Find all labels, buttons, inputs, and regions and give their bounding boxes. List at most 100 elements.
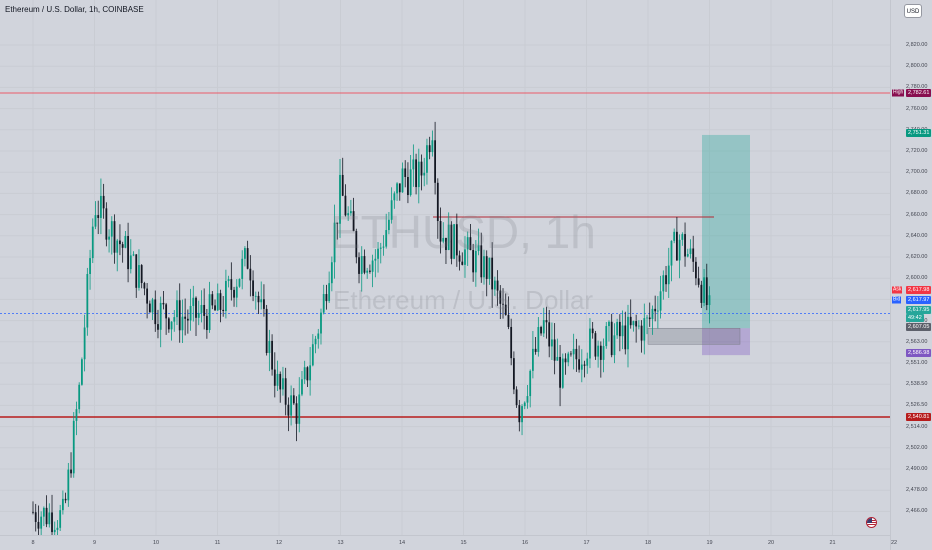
- time-tick-label: 9: [92, 540, 97, 546]
- candle-body: [542, 320, 545, 334]
- candle-body: [83, 327, 86, 360]
- candle-body: [64, 498, 67, 501]
- us-flag-icon[interactable]: [866, 517, 877, 528]
- candle-body: [200, 304, 203, 313]
- candle-body: [119, 240, 121, 245]
- candle-body: [591, 328, 594, 334]
- chart-pane[interactable]: ETHUSD, 1h Ethereum / U.S. Dollar Ethere…: [0, 0, 890, 535]
- target-price-label: 2,751.31: [906, 129, 932, 137]
- candle-body: [409, 169, 412, 196]
- candle-body: [40, 516, 43, 529]
- candle-body: [176, 300, 178, 318]
- bid-price-label: 2,617.97: [906, 296, 932, 304]
- candle-body: [578, 359, 580, 370]
- candle-body: [461, 261, 464, 265]
- candle-body: [393, 193, 396, 201]
- candle-body: [695, 261, 697, 279]
- candle-body: [643, 318, 646, 341]
- candle-body: [521, 406, 523, 423]
- currency-button[interactable]: USD: [904, 4, 922, 18]
- candle-body: [507, 314, 510, 327]
- candle-body: [570, 353, 572, 355]
- symbol-title[interactable]: Ethereum / U.S. Dollar, 1h, COINBASE: [5, 5, 144, 14]
- candle-body: [148, 303, 151, 313]
- candle-body: [186, 318, 189, 321]
- candlestick-chart[interactable]: [0, 0, 890, 535]
- candle-body: [127, 235, 129, 270]
- candle-body: [135, 254, 138, 288]
- candle-body: [675, 231, 678, 261]
- price-tick-label: 2,780.00: [906, 84, 928, 91]
- candle-body: [284, 378, 287, 405]
- candle-body: [124, 235, 127, 248]
- candle-body: [360, 256, 363, 274]
- candle-body: [341, 174, 344, 196]
- candle-body: [203, 304, 206, 316]
- candle-body: [398, 183, 401, 193]
- time-tick-label: 20: [767, 540, 775, 546]
- candle-body: [700, 284, 703, 303]
- candle-body: [173, 317, 176, 322]
- price-tick-label: 2,620.00: [906, 254, 928, 260]
- candle-body: [583, 364, 586, 366]
- candle-body: [32, 511, 34, 513]
- candle-body: [618, 321, 621, 337]
- candle-body: [512, 358, 515, 390]
- candle-body: [466, 237, 469, 250]
- support-price-label: 2,540.81: [906, 413, 932, 421]
- candle-body: [417, 161, 420, 188]
- candle-body: [540, 327, 542, 334]
- candle-body: [265, 308, 268, 354]
- candle-body: [322, 294, 325, 313]
- time-tick-label: 15: [460, 540, 467, 546]
- candle-body: [205, 315, 208, 331]
- candle-body: [347, 213, 350, 216]
- candle-body: [292, 395, 295, 404]
- candle-body: [455, 224, 458, 256]
- candle-body: [529, 370, 532, 397]
- candle-body: [480, 245, 483, 278]
- candle-body: [303, 367, 306, 380]
- candle-body: [564, 358, 567, 363]
- high-price-label: 2,782.61: [906, 89, 932, 97]
- candle-body: [610, 321, 613, 356]
- candle-body: [532, 348, 534, 371]
- price-tick-label: 2,490.00: [906, 466, 928, 472]
- candle-body: [678, 239, 681, 261]
- candle-body: [328, 283, 331, 302]
- candle-body: [502, 303, 504, 305]
- candle-body: [249, 268, 252, 281]
- candle-body: [665, 275, 667, 285]
- time-tick-label: 13: [337, 540, 344, 546]
- candle-body: [97, 215, 100, 218]
- candle-body: [290, 395, 293, 416]
- candle-body: [637, 325, 640, 327]
- price-tick-label: 2,760.00: [906, 105, 928, 112]
- candle-body: [146, 288, 149, 304]
- price-tick-label: 2,526.50: [906, 402, 928, 409]
- candle-body: [48, 512, 51, 525]
- candle-body: [518, 405, 521, 423]
- candle-body: [515, 389, 518, 406]
- price-tick-label: 2,640.00: [906, 232, 928, 239]
- candle-body: [42, 507, 45, 517]
- candle-body: [75, 409, 78, 421]
- candle-body: [580, 364, 583, 370]
- candle-body: [458, 255, 461, 262]
- candle-body: [553, 339, 556, 361]
- time-tick-label: 12: [275, 540, 283, 546]
- candle-body: [282, 378, 284, 390]
- candle-body: [493, 280, 496, 290]
- candle-body: [621, 325, 624, 337]
- candle-body: [629, 316, 632, 326]
- candle-body: [159, 302, 162, 330]
- candle-body: [181, 316, 184, 331]
- candle-body: [396, 183, 398, 194]
- candle-body: [222, 309, 225, 312]
- time-axis[interactable]: [0, 535, 890, 550]
- candle-body: [561, 358, 564, 388]
- candle-body: [488, 257, 491, 279]
- candle-body: [453, 224, 456, 259]
- candle-body: [132, 254, 135, 256]
- candle-body: [336, 222, 339, 224]
